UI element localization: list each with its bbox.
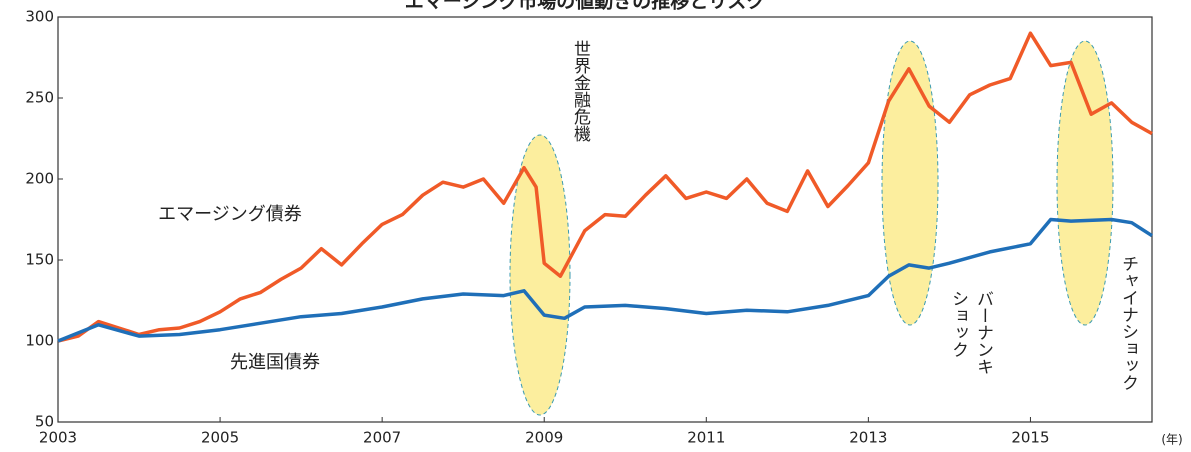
x-tick-label: 2015 xyxy=(1011,429,1049,447)
series-line xyxy=(57,217,1153,343)
y-tick-label: 300 xyxy=(25,8,54,26)
x-unit: (年) xyxy=(1161,433,1182,447)
highlight xyxy=(509,134,571,416)
series-label: エマージング債券 xyxy=(158,204,302,225)
annotation: 世界金融危機 xyxy=(570,40,591,143)
chart-title: エマージング市場の値動きの推移とリスク xyxy=(405,0,766,13)
x-tick-label: 2013 xyxy=(849,429,887,447)
series-label: 先進国債券 xyxy=(230,352,320,373)
highlight xyxy=(881,40,939,326)
series-line xyxy=(57,31,1153,343)
x-tick-label: 2005 xyxy=(201,429,239,447)
y-tick-label: 150 xyxy=(25,251,54,269)
x-tick-label: 2007 xyxy=(363,429,401,447)
annotation: バーナンキ xyxy=(973,290,993,375)
annotation: チャイナショック xyxy=(1118,255,1138,391)
plot-frame xyxy=(57,16,1153,423)
y-tick-label: 50 xyxy=(35,413,54,431)
annotation: ショック xyxy=(948,290,968,358)
y-tick-label: 200 xyxy=(25,170,54,188)
y-tick-label: 100 xyxy=(25,332,54,350)
x-tick-label: 2003 xyxy=(39,429,77,447)
x-tick-label: 2009 xyxy=(525,429,563,447)
y-tick-label: 250 xyxy=(25,89,54,107)
x-tick-label: 2011 xyxy=(687,429,725,447)
highlight xyxy=(1056,40,1114,326)
